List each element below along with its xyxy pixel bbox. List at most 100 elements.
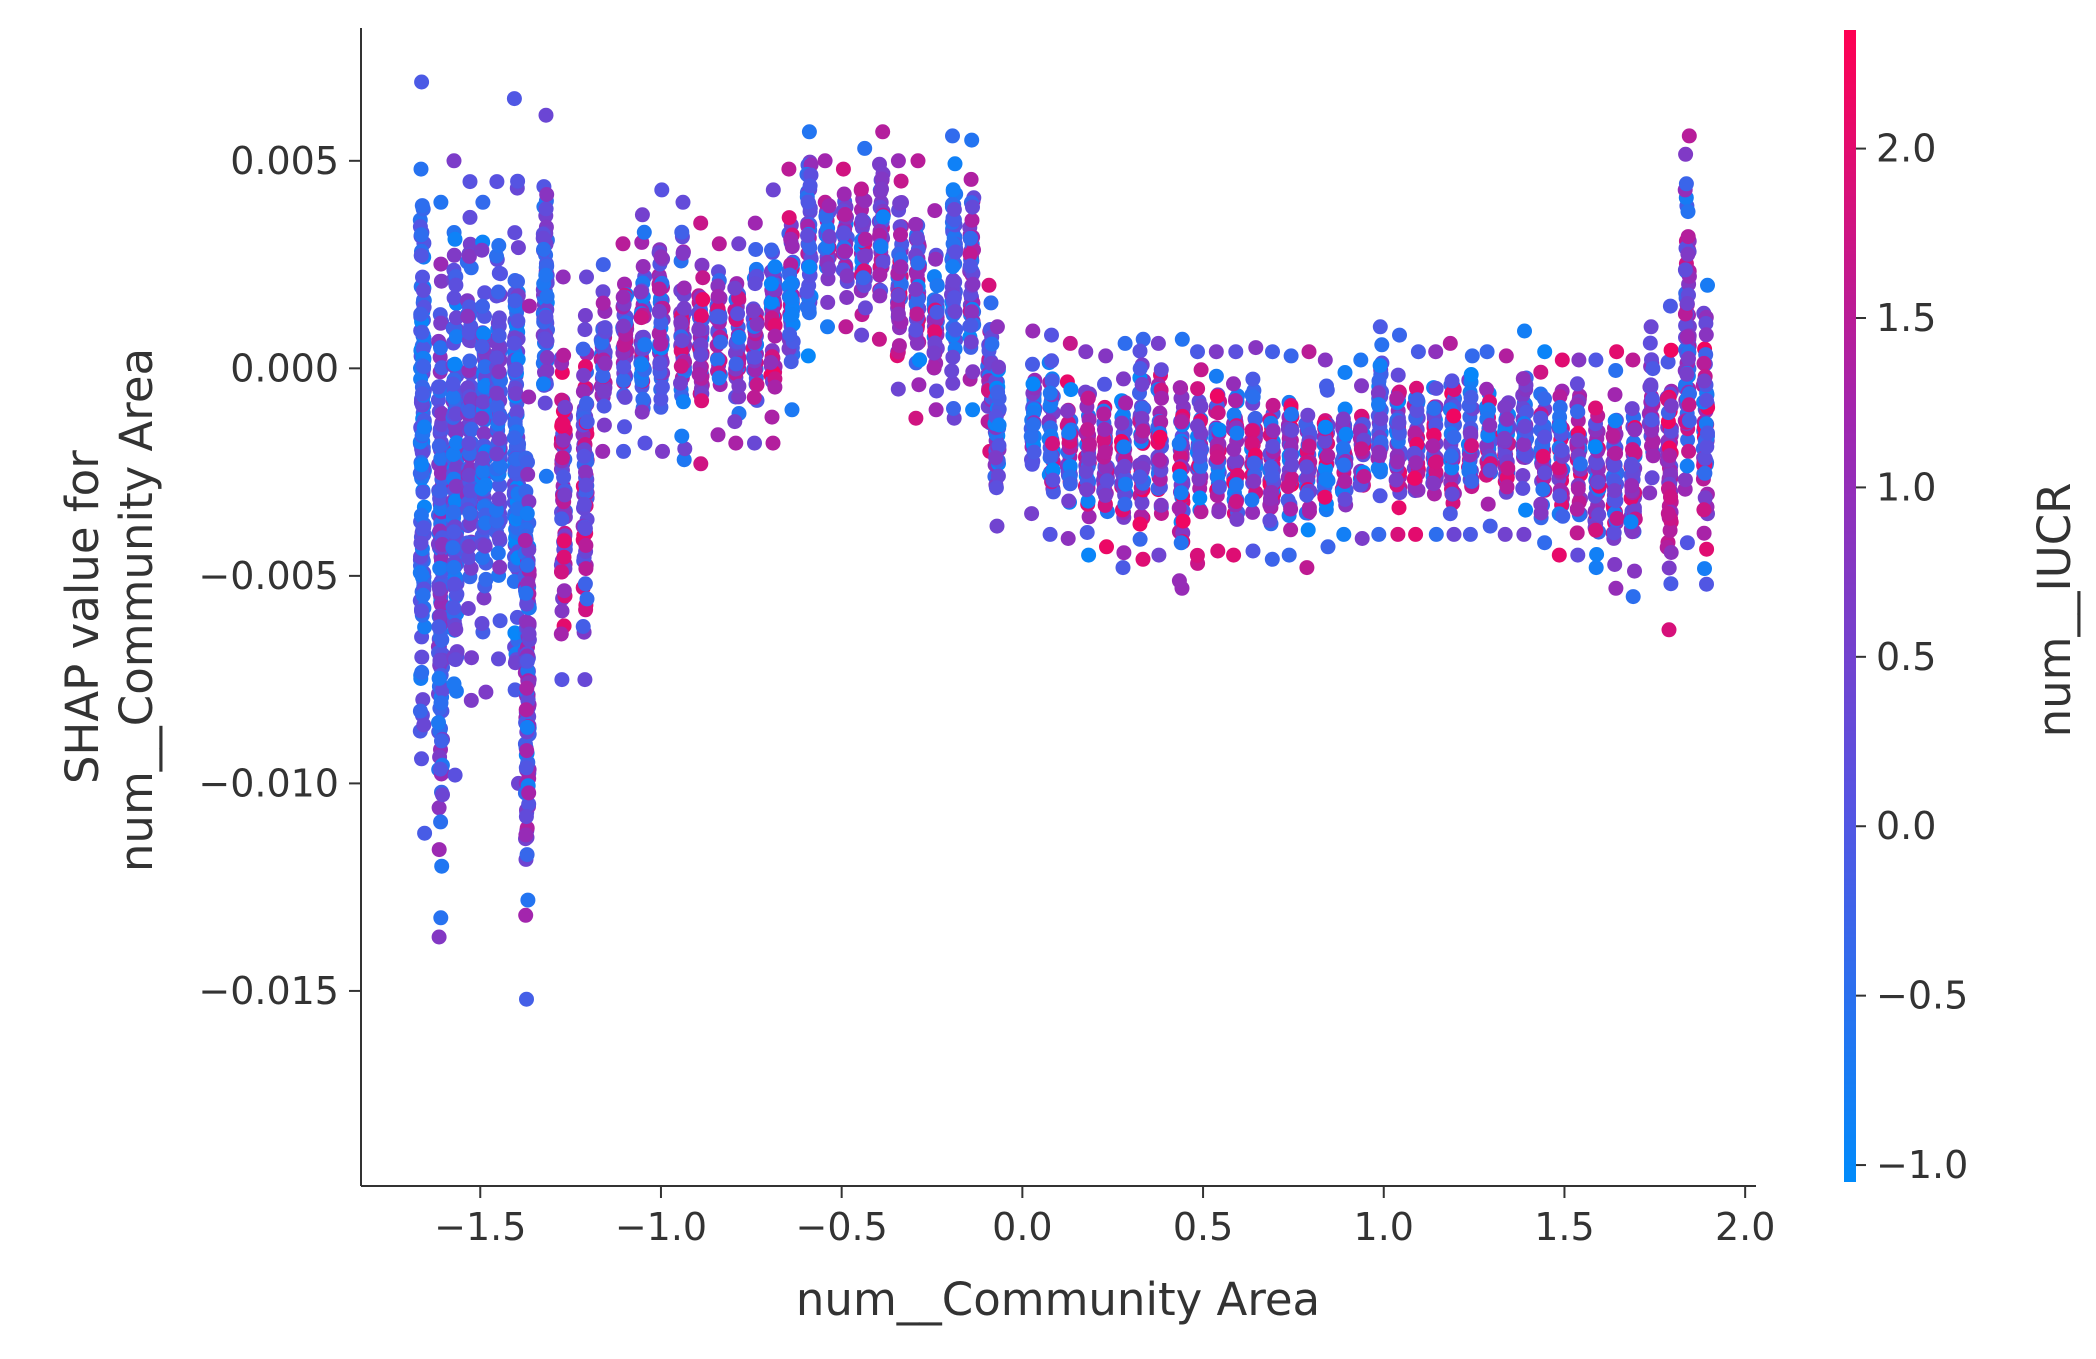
- scatter-point: [1320, 539, 1336, 555]
- scatter-point: [1644, 391, 1660, 407]
- scatter-point: [909, 306, 925, 322]
- scatter-point: [1134, 495, 1150, 511]
- scatter-point: [908, 410, 924, 426]
- scatter-point: [1533, 410, 1549, 426]
- scatter-point: [675, 245, 691, 261]
- scatter-point: [875, 254, 891, 270]
- scatter-point: [414, 386, 430, 402]
- scatter-point: [1681, 128, 1697, 144]
- scatter-point: [518, 760, 534, 776]
- scatter-point: [1135, 551, 1151, 567]
- scatter-point: [857, 231, 873, 247]
- scatter-point: [1627, 563, 1642, 579]
- scatter-point: [1446, 408, 1462, 424]
- scatter-point: [1301, 500, 1317, 516]
- scatter-point: [1479, 344, 1495, 360]
- scatter-point: [1624, 401, 1640, 417]
- scatter-point: [518, 585, 534, 601]
- scatter-point: [746, 303, 761, 319]
- scatter-point: [1660, 506, 1676, 521]
- scatter-point: [1245, 371, 1261, 387]
- scatter-point: [538, 267, 554, 283]
- scatter-point: [989, 518, 1005, 534]
- scatter-point: [711, 370, 727, 386]
- colorbar-label: num__IUCR: [2028, 483, 2081, 738]
- scatter-point: [1079, 525, 1095, 540]
- scatter-point: [927, 324, 943, 340]
- scatter-point: [981, 277, 997, 293]
- scatter-point: [617, 389, 633, 405]
- scatter-point: [538, 107, 554, 123]
- scatter-point: [1497, 526, 1513, 542]
- scatter-point: [519, 653, 535, 669]
- scatter-point: [489, 350, 505, 366]
- scatter-point: [1696, 373, 1712, 389]
- scatter-point: [1515, 371, 1531, 387]
- scatter-point: [1499, 411, 1515, 427]
- scatter-point: [654, 182, 670, 198]
- scatter-point: [1498, 348, 1514, 364]
- scatter-point: [1081, 509, 1097, 525]
- scatter-point: [1661, 560, 1677, 576]
- scatter-point: [1482, 417, 1498, 433]
- scatter-point: [554, 603, 570, 619]
- scatter-point: [446, 153, 462, 169]
- scatter-point: [676, 452, 692, 468]
- scatter-points: [412, 74, 1716, 1007]
- scatter-point: [1173, 414, 1189, 430]
- scatter-point: [431, 670, 447, 686]
- scatter-point: [1299, 459, 1315, 475]
- scatter-point: [1229, 425, 1245, 441]
- scatter-point: [1645, 361, 1661, 377]
- scatter-point: [1246, 455, 1262, 471]
- scatter-point: [983, 295, 999, 311]
- scatter-point: [1679, 329, 1695, 345]
- scatter-point: [944, 363, 960, 379]
- scatter-point: [1265, 423, 1281, 439]
- scatter-point: [1571, 352, 1587, 368]
- scatter-point: [1682, 386, 1697, 402]
- scatter-point: [519, 557, 535, 573]
- x-tick-label: −0.5: [796, 1205, 888, 1249]
- scatter-point: [519, 680, 535, 696]
- scatter-point: [1226, 441, 1242, 457]
- scatter-point: [1463, 367, 1479, 382]
- scatter-point: [556, 469, 572, 485]
- scatter-point: [492, 613, 508, 629]
- scatter-point: [488, 502, 504, 518]
- scatter-point: [1097, 376, 1112, 392]
- scatter-point: [674, 333, 690, 349]
- scatter-point: [1078, 344, 1094, 360]
- scatter-point: [653, 391, 669, 407]
- scatter-point: [781, 161, 797, 177]
- scatter-point: [963, 171, 979, 187]
- scatter-point: [1643, 319, 1659, 335]
- scatter-point: [890, 288, 906, 303]
- scatter-point: [890, 153, 906, 169]
- scatter-point: [929, 304, 945, 320]
- x-tick-label: 1.5: [1534, 1205, 1594, 1249]
- scatter-point: [1299, 560, 1315, 576]
- scatter-point: [636, 224, 652, 240]
- scatter-point: [1696, 355, 1712, 371]
- scatter-point: [1042, 526, 1058, 542]
- scatter-point: [578, 477, 594, 493]
- scatter-point: [1025, 417, 1041, 433]
- scatter-point: [728, 356, 744, 372]
- scatter-point: [416, 419, 432, 435]
- scatter-point: [988, 480, 1004, 496]
- scatter-point: [575, 619, 591, 634]
- scatter-point: [555, 450, 570, 466]
- scatter-point: [461, 539, 477, 554]
- scatter-point: [449, 435, 464, 451]
- scatter-point: [432, 761, 448, 777]
- scatter-point: [478, 684, 494, 700]
- scatter-point: [1373, 411, 1389, 427]
- scatter-point: [1335, 411, 1351, 427]
- scatter-point: [1317, 433, 1333, 449]
- scatter-point: [1062, 458, 1078, 474]
- scatter-point: [1209, 449, 1225, 465]
- scatter-point: [1515, 468, 1531, 483]
- scatter-point: [821, 261, 837, 277]
- scatter-point: [431, 619, 447, 635]
